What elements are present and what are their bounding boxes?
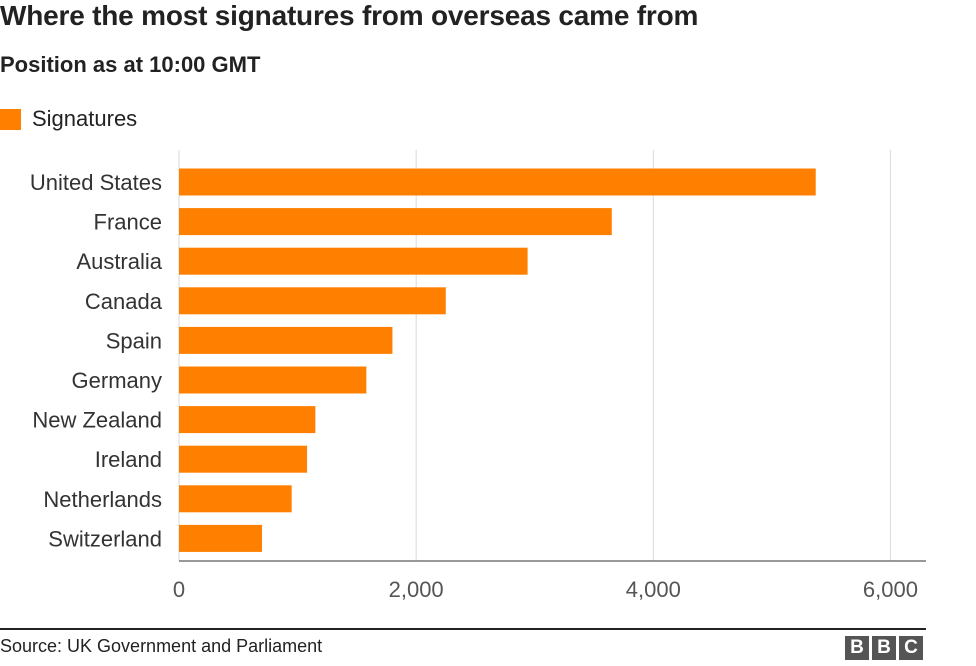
x-tick-label: 4,000 [626, 577, 681, 602]
bar [179, 524, 262, 552]
chart-subtitle: Position as at 10:00 GMT [0, 52, 261, 77]
category-label: United States [30, 170, 162, 195]
legend: Signatures [0, 106, 137, 132]
category-label: Netherlands [43, 487, 162, 512]
bbc-logo: B B C [845, 636, 923, 660]
bbc-logo-letter: C [899, 636, 923, 660]
category-label: Germany [72, 368, 162, 393]
category-label: France [94, 210, 162, 235]
category-label: Canada [85, 289, 163, 314]
bar [179, 287, 446, 315]
category-label: Australia [76, 249, 162, 274]
bar [179, 445, 308, 473]
category-label: Switzerland [48, 526, 162, 551]
category-label: New Zealand [32, 408, 162, 433]
bar [179, 406, 316, 434]
x-tick-label: 6,000 [863, 577, 918, 602]
footer-divider [0, 628, 926, 630]
x-tick-label: 0 [173, 577, 185, 602]
bar-chart: 0 2,000 4,000 6,000 United States France Austr… [30, 150, 926, 602]
x-tick-label: 2,000 [389, 577, 444, 602]
source-note: Source: UK Government and Parliament [0, 636, 323, 656]
bar [179, 168, 816, 196]
category-label: Spain [106, 328, 162, 353]
bar [179, 326, 393, 354]
legend-label: Signatures [32, 106, 138, 131]
bbc-logo-letter: B [872, 636, 896, 660]
bar [179, 366, 367, 394]
bar [179, 247, 528, 275]
category-label: Ireland [95, 447, 162, 472]
bar [179, 485, 292, 513]
bbc-logo-letter: B [845, 636, 869, 660]
chart-title: Where the most signatures from overseas … [0, 0, 699, 31]
legend-swatch [0, 108, 21, 130]
bar [179, 208, 612, 236]
